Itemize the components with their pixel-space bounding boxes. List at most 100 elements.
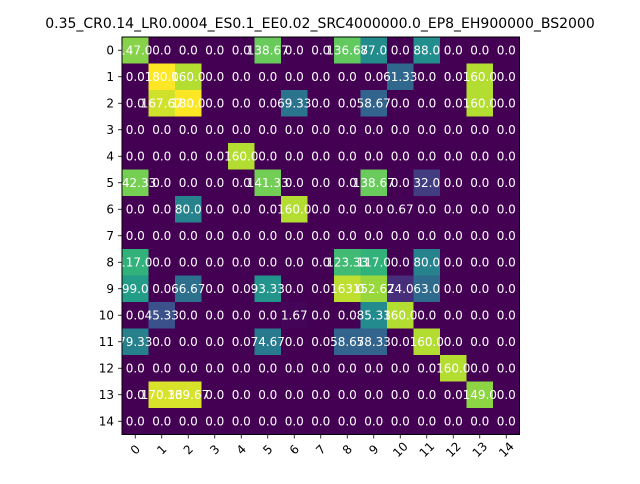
cell-value-label-r3-c12: 0.0 [444, 123, 463, 137]
cell-value-label-r14-c6: 0.0 [285, 414, 304, 428]
cell-value-label-r14-c14: 0.0 [497, 414, 516, 428]
cell-value-label-r6-c8: 0.0 [338, 202, 357, 216]
cell-value-label-r2-c14: 0.0 [497, 96, 516, 110]
cell-value-label-r3-c2: 0.0 [179, 123, 198, 137]
cell-value-label-r0-c1: 0.0 [152, 43, 171, 57]
cell-value-label-r5-c5: 141.33 [247, 176, 289, 190]
cell-value-label-r2-c12: 0.0 [444, 96, 463, 110]
cell-value-label-r11-c4: 0.0 [232, 335, 251, 349]
cell-value-label-r12-c2: 0.0 [179, 361, 198, 375]
cell-value-label-r6-c10: 0.67 [387, 202, 414, 216]
cell-value-label-r4-c13: 0.0 [470, 149, 489, 163]
cell-value-label-r6-c9: 0.0 [364, 202, 383, 216]
cell-value-label-r9-c13: 0.0 [470, 282, 489, 296]
cell-value-label-r4-c7: 0.0 [311, 149, 330, 163]
cell-value-label-r5-c7: 0.0 [311, 176, 330, 190]
cell-value-label-r4-c8: 0.0 [338, 149, 357, 163]
y-tick-label: 7 [106, 229, 114, 243]
cell-value-label-r1-c4: 0.0 [232, 70, 251, 84]
cell-value-label-r6-c12: 0.0 [444, 202, 463, 216]
cell-value-label-r12-c11: 0.0 [417, 361, 436, 375]
y-tick-label: 1 [106, 70, 114, 84]
cell-value-label-r12-c8: 0.0 [338, 361, 357, 375]
cell-value-label-r4-c6: 0.0 [285, 149, 304, 163]
cell-value-label-r9-c0: 99.0 [122, 282, 149, 296]
y-tick-label: 12 [99, 361, 114, 375]
cell-value-label-r0-c11: 88.0 [413, 43, 440, 57]
cell-value-label-r4-c4: 160.0 [224, 149, 258, 163]
cell-value-label-r3-c14: 0.0 [497, 123, 516, 137]
cell-value-label-r13-c11: 0.0 [417, 388, 436, 402]
cell-value-label-r7-c1: 0.0 [152, 229, 171, 243]
cell-value-label-r0-c5: 138.67 [247, 43, 289, 57]
cell-value-label-r13-c6: 0.0 [285, 388, 304, 402]
cell-value-label-r8-c12: 0.0 [444, 255, 463, 269]
cell-value-label-r12-c6: 0.0 [285, 361, 304, 375]
cell-value-label-r10-c5: 0.0 [258, 308, 277, 322]
cell-value-label-r12-c10: 0.0 [391, 361, 410, 375]
cell-value-label-r10-c8: 0.0 [338, 308, 357, 322]
cell-value-label-r8-c1: 0.0 [152, 255, 171, 269]
cell-value-label-r14-c1: 0.0 [152, 414, 171, 428]
cell-value-label-r4-c1: 0.0 [152, 149, 171, 163]
cell-value-label-r4-c12: 0.0 [444, 149, 463, 163]
cell-value-label-r7-c5: 0.0 [258, 229, 277, 243]
cell-value-label-r0-c3: 0.0 [205, 43, 224, 57]
cell-value-label-r8-c2: 0.0 [179, 255, 198, 269]
cell-value-label-r9-c1: 0.0 [152, 282, 171, 296]
cell-value-label-r8-c11: 80.0 [413, 255, 440, 269]
cell-value-label-r5-c13: 0.0 [470, 176, 489, 190]
cell-value-label-r12-c4: 0.0 [232, 361, 251, 375]
cell-value-label-r13-c12: 0.0 [444, 388, 463, 402]
cell-value-label-r7-c11: 0.0 [417, 229, 436, 243]
cell-value-label-r14-c11: 0.0 [417, 414, 436, 428]
cell-value-label-r14-c7: 0.0 [311, 414, 330, 428]
cell-value-label-r8-c14: 0.0 [497, 255, 516, 269]
cell-value-label-r4-c0: 0.0 [126, 149, 145, 163]
cell-value-label-r7-c8: 0.0 [338, 229, 357, 243]
cell-value-label-r11-c9: 58.33 [357, 335, 391, 349]
cell-value-label-r10-c2: 0.0 [179, 308, 198, 322]
cell-value-label-r14-c5: 0.0 [258, 414, 277, 428]
cell-value-label-r13-c10: 0.0 [391, 388, 410, 402]
cell-value-label-r2-c10: 0.0 [391, 96, 410, 110]
y-tick-label: 2 [106, 96, 114, 110]
cell-value-label-r5-c9: 138.67 [353, 176, 395, 190]
cell-value-label-r2-c6: 69.33 [277, 96, 311, 110]
cell-value-label-r7-c4: 0.0 [232, 229, 251, 243]
cell-value-label-r9-c7: 0.0 [311, 282, 330, 296]
cell-value-label-r3-c8: 0.0 [338, 123, 357, 137]
cell-value-label-r11-c10: 0.0 [391, 335, 410, 349]
cell-value-label-r12-c5: 0.0 [258, 361, 277, 375]
cell-value-label-r3-c9: 0.0 [364, 123, 383, 137]
cell-value-label-r11-c3: 0.0 [205, 335, 224, 349]
y-tick-label: 14 [99, 414, 114, 428]
cell-value-label-r6-c1: 0.0 [152, 202, 171, 216]
cell-value-label-r5-c12: 0.0 [444, 176, 463, 190]
cell-value-label-r10-c13: 0.0 [470, 308, 489, 322]
cell-value-label-r1-c8: 0.0 [338, 70, 357, 84]
cell-value-label-r13-c8: 0.0 [338, 388, 357, 402]
y-tick-label: 3 [106, 123, 114, 137]
cell-value-label-r5-c11: 32.0 [413, 176, 440, 190]
cell-value-label-r2-c8: 0.0 [338, 96, 357, 110]
cell-value-label-r13-c3: 0.0 [205, 388, 224, 402]
cell-value-label-r13-c4: 0.0 [232, 388, 251, 402]
cell-value-label-r11-c13: 0.0 [470, 335, 489, 349]
cell-value-label-r12-c12: 160.0 [436, 361, 470, 375]
cell-value-label-r14-c8: 0.0 [338, 414, 357, 428]
cell-value-label-r1-c3: 0.0 [205, 70, 224, 84]
cell-value-label-r12-c1: 0.0 [152, 361, 171, 375]
cell-value-label-r13-c13: 149.0 [463, 388, 497, 402]
cell-value-label-r3-c0: 0.0 [126, 123, 145, 137]
cell-value-label-r7-c2: 0.0 [179, 229, 198, 243]
cell-value-label-r9-c2: 66.67 [171, 282, 205, 296]
cell-value-label-r13-c2: 169.67 [167, 388, 209, 402]
cell-value-label-r11-c1: 0.0 [152, 335, 171, 349]
cell-value-label-r7-c9: 0.0 [364, 229, 383, 243]
cell-value-label-r7-c7: 0.0 [311, 229, 330, 243]
cell-value-label-r10-c0: 0.0 [126, 308, 145, 322]
cell-value-label-r12-c14: 0.0 [497, 361, 516, 375]
cell-value-label-r10-c10: 160.0 [383, 308, 417, 322]
